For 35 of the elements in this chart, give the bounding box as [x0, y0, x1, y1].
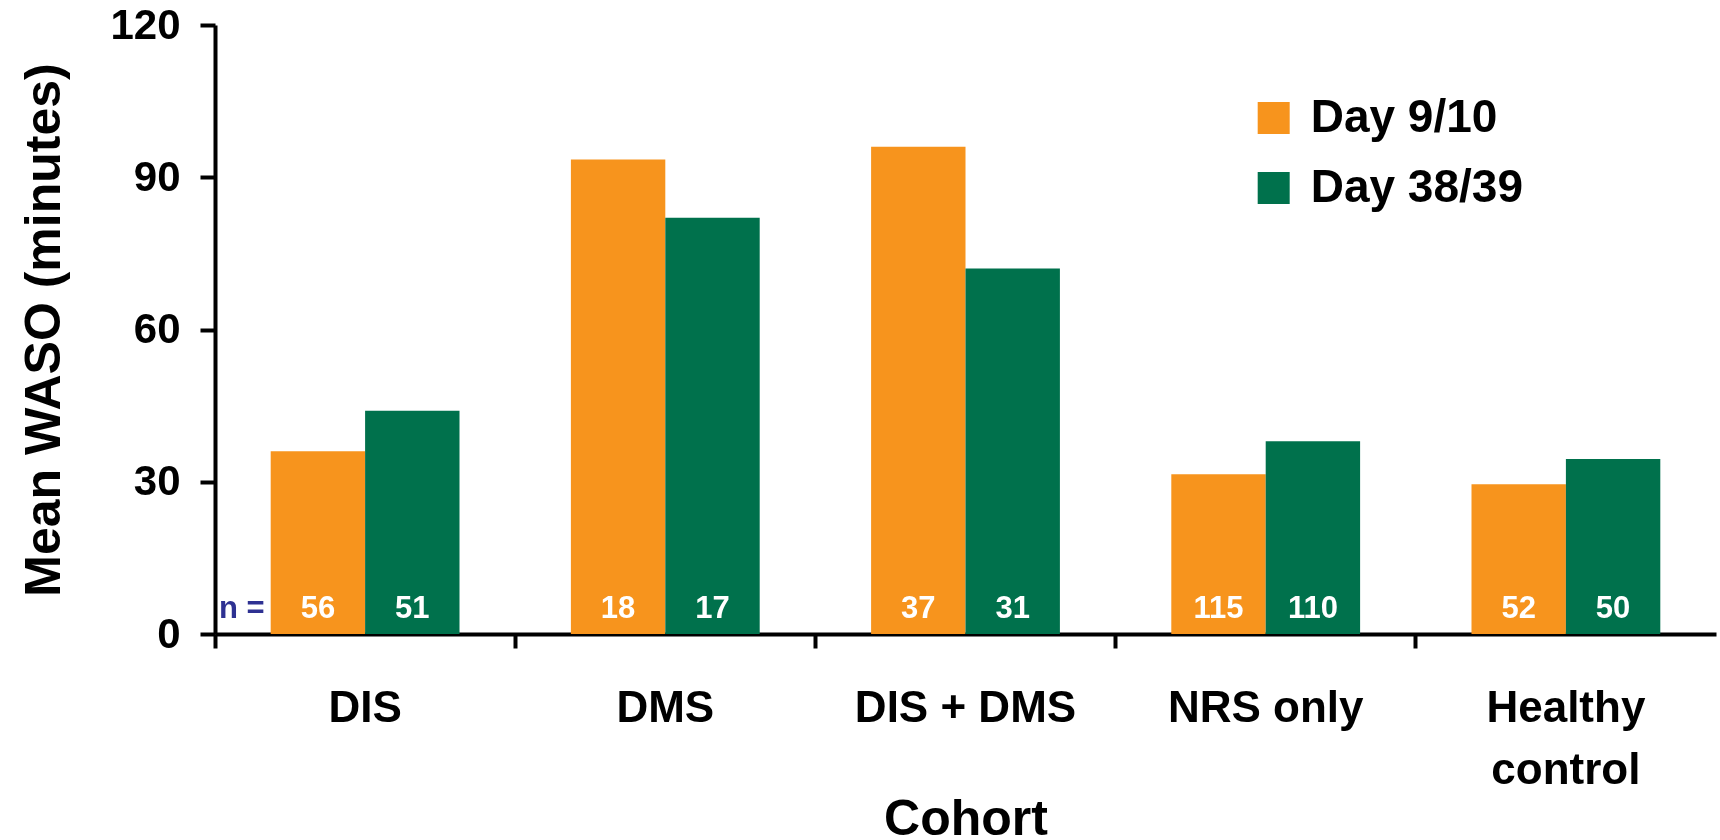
annotation: 37 [901, 589, 936, 625]
annotation: 52 [1501, 589, 1536, 625]
annotation: 17 [695, 589, 730, 625]
annotation: 56 [300, 589, 336, 625]
y-axis-title: Mean WASO (minutes) [15, 63, 72, 597]
x-tick-label: DIS [328, 681, 402, 731]
annotation: 31 [995, 589, 1030, 625]
annotation: 18 [600, 589, 636, 625]
x-tick-label: NRS only [1167, 681, 1365, 731]
annotation: 115 [1193, 589, 1244, 625]
bar [965, 268, 1060, 634]
bar [1471, 484, 1566, 634]
y-tick-label: 0 [157, 609, 181, 657]
legend-label: Day 38/39 [1310, 160, 1523, 212]
bar [1265, 441, 1361, 634]
x-tick-label: DMS [616, 681, 715, 731]
bar [1565, 458, 1661, 634]
x-tick-label: DIS + DMS [854, 681, 1077, 731]
annotation: 110 [1287, 589, 1338, 625]
annotation: 50 [1595, 589, 1631, 625]
bar [365, 410, 460, 634]
annotation: 51 [395, 589, 430, 625]
legend-label: Day 9/10 [1310, 90, 1498, 142]
bar [270, 451, 366, 634]
bar [871, 146, 966, 634]
x-tick-label: Healthy control [1486, 681, 1646, 793]
x-axis-title: Cohort [884, 789, 1049, 840]
y-tick-label: 120 [110, 0, 181, 48]
bar [665, 217, 760, 634]
bar [1171, 474, 1266, 634]
y-tick-label: 90 [133, 152, 181, 200]
y-tick-label: 30 [133, 457, 181, 505]
bar [570, 159, 666, 634]
y-tick-label: 60 [133, 305, 181, 352]
annotation: n = [219, 590, 265, 625]
